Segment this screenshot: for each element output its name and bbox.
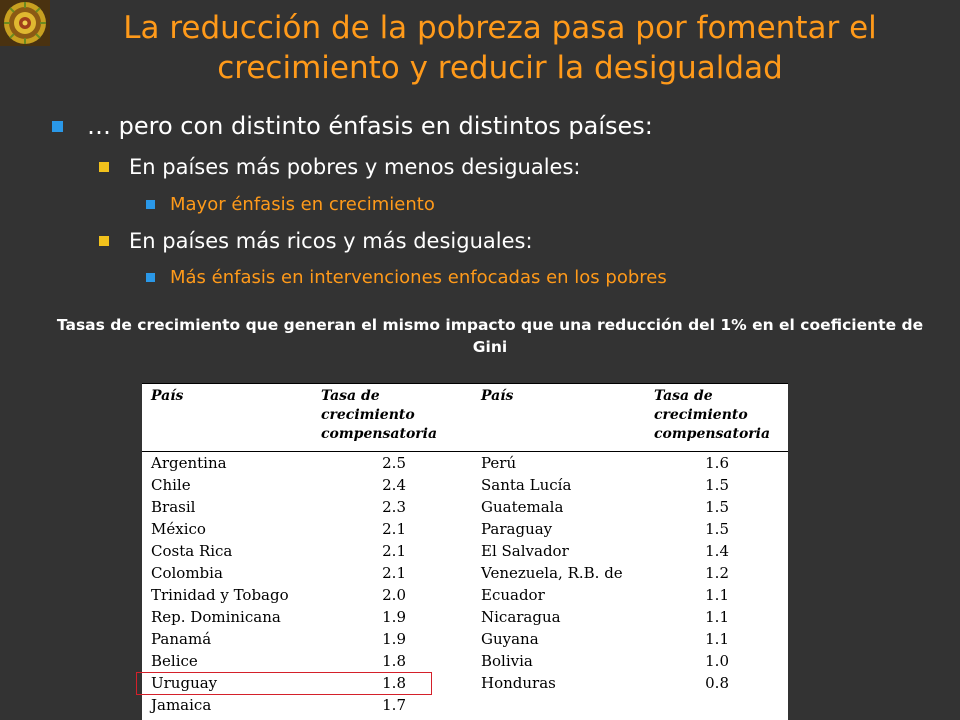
rate-a-cell: 1.9 — [382, 608, 406, 626]
data-table: País Tasa de crecimiento compensatoria P… — [142, 383, 788, 720]
country-a-cell: Panamá — [151, 630, 212, 648]
country-b-cell: Bolivia — [481, 652, 533, 670]
table-row: Belice 1.8 Bolivia 1.0 — [142, 650, 788, 672]
table-caption: Tasas de crecimiento que generan el mism… — [56, 316, 924, 356]
country-b-cell: Perú — [481, 454, 517, 472]
rate-a-cell: 1.7 — [382, 696, 406, 714]
bullet-sub1-detail: Mayor énfasis en crecimiento — [146, 194, 435, 215]
bullet-sub1: En países más pobres y menos desiguales: — [99, 155, 580, 179]
country-b-cell: Santa Lucía — [481, 476, 572, 494]
bullet-sub2-detail-text: Más énfasis en intervenciones enfocadas … — [170, 267, 667, 288]
country-a-cell: Chile — [151, 476, 191, 494]
header-pais-a: País — [151, 388, 184, 404]
rate-a-cell: 1.8 — [382, 652, 406, 670]
country-a-cell: Uruguay — [151, 674, 218, 692]
rate-a-cell: 1.8 — [382, 674, 406, 692]
table-row: Brasil 2.3 Guatemala 1.5 — [142, 496, 788, 518]
header-tasa-b: Tasa de crecimiento compensatoria — [654, 388, 771, 442]
country-b-cell: Venezuela, R.B. de — [481, 564, 623, 582]
country-b-cell: Guyana — [481, 630, 539, 648]
table-row: Argentina 2.5 Perú 1.6 — [142, 452, 788, 474]
country-a-cell: Jamaica — [151, 696, 212, 714]
country-a-cell: Rep. Dominicana — [151, 608, 281, 626]
table-row: Chile 2.4 Santa Lucía 1.5 — [142, 474, 788, 496]
bullet-sub1-text: En países más pobres y menos desiguales: — [129, 155, 581, 179]
rate-a-cell: 2.0 — [382, 586, 406, 604]
bullet-sub2: En países más ricos y más desiguales: — [99, 229, 533, 253]
country-a-cell: Belice — [151, 652, 198, 670]
bullet-sub2-detail: Más énfasis en intervenciones enfocadas … — [146, 267, 667, 288]
country-a-cell: Colombia — [151, 564, 223, 582]
country-b-cell: Guatemala — [481, 498, 564, 516]
rate-a-cell: 2.5 — [382, 454, 406, 472]
rate-a-cell: 2.1 — [382, 564, 406, 582]
slide-title: La reducción de la pobreza pasa por fome… — [123, 10, 877, 86]
rate-a-cell: 2.1 — [382, 542, 406, 560]
bullet-main: … pero con distinto énfasis en distintos… — [52, 112, 653, 140]
bullet-square-icon — [52, 120, 63, 132]
table-top-rule — [142, 383, 788, 384]
country-b-cell: Ecuador — [481, 586, 545, 604]
country-a-cell: Trinidad y Tobago — [151, 586, 289, 604]
rate-b-cell: 1.4 — [705, 542, 729, 560]
rate-b-cell: 1.5 — [705, 520, 729, 538]
country-a-cell: Costa Rica — [151, 542, 233, 560]
table-row: Jamaica 1.7 — [142, 694, 788, 716]
logo-icon — [0, 0, 50, 46]
rate-b-cell: 1.2 — [705, 564, 729, 582]
table-row: Rep. Dominicana 1.9 Nicaragua 1.1 — [142, 606, 788, 628]
rate-b-cell: 1.0 — [705, 652, 729, 670]
bullet-sub2-text: En países más ricos y más desiguales: — [129, 229, 533, 253]
table-row: Costa Rica 2.1 El Salvador 1.4 — [142, 540, 788, 562]
header-pais-b: País — [481, 388, 514, 404]
country-a-cell: Brasil — [151, 498, 196, 516]
bullet-sub1-detail-text: Mayor énfasis en crecimiento — [170, 194, 435, 215]
rate-a-cell: 1.9 — [382, 630, 406, 648]
rate-a-cell: 2.1 — [382, 520, 406, 538]
table-row: Uruguay 1.8 Honduras 0.8 — [142, 672, 788, 694]
table-row: Panamá 1.9 Guyana 1.1 — [142, 628, 788, 650]
header-tasa-a: Tasa de crecimiento compensatoria — [321, 388, 438, 442]
country-b-cell: Honduras — [481, 674, 556, 692]
rate-b-cell: 0.8 — [705, 674, 729, 692]
rate-a-cell: 2.3 — [382, 498, 406, 516]
country-b-cell: Nicaragua — [481, 608, 561, 626]
country-a-cell: Argentina — [151, 454, 227, 472]
rate-b-cell: 1.6 — [705, 454, 729, 472]
table-header-rule — [142, 451, 788, 452]
rate-b-cell: 1.5 — [705, 498, 729, 516]
table-row: México 2.1 Paraguay 1.5 — [142, 518, 788, 540]
bullet-square-icon — [99, 236, 109, 246]
country-b-cell: Paraguay — [481, 520, 553, 538]
rate-a-cell: 2.4 — [382, 476, 406, 494]
bullet-square-icon — [146, 273, 155, 282]
bullet-main-text: … pero con distinto énfasis en distintos… — [87, 112, 653, 140]
country-b-cell: El Salvador — [481, 542, 569, 560]
rate-b-cell: 1.5 — [705, 476, 729, 494]
rate-b-cell: 1.1 — [705, 608, 729, 626]
rate-b-cell: 1.1 — [705, 586, 729, 604]
uruguay-highlight-box — [136, 672, 432, 695]
bullet-square-icon — [146, 200, 155, 209]
table-row: Trinidad y Tobago 2.0 Ecuador 1.1 — [142, 584, 788, 606]
rate-b-cell: 1.1 — [705, 630, 729, 648]
table-row: Colombia 2.1 Venezuela, R.B. de 1.2 — [142, 562, 788, 584]
country-a-cell: México — [151, 520, 206, 538]
bullet-square-icon — [99, 162, 109, 172]
